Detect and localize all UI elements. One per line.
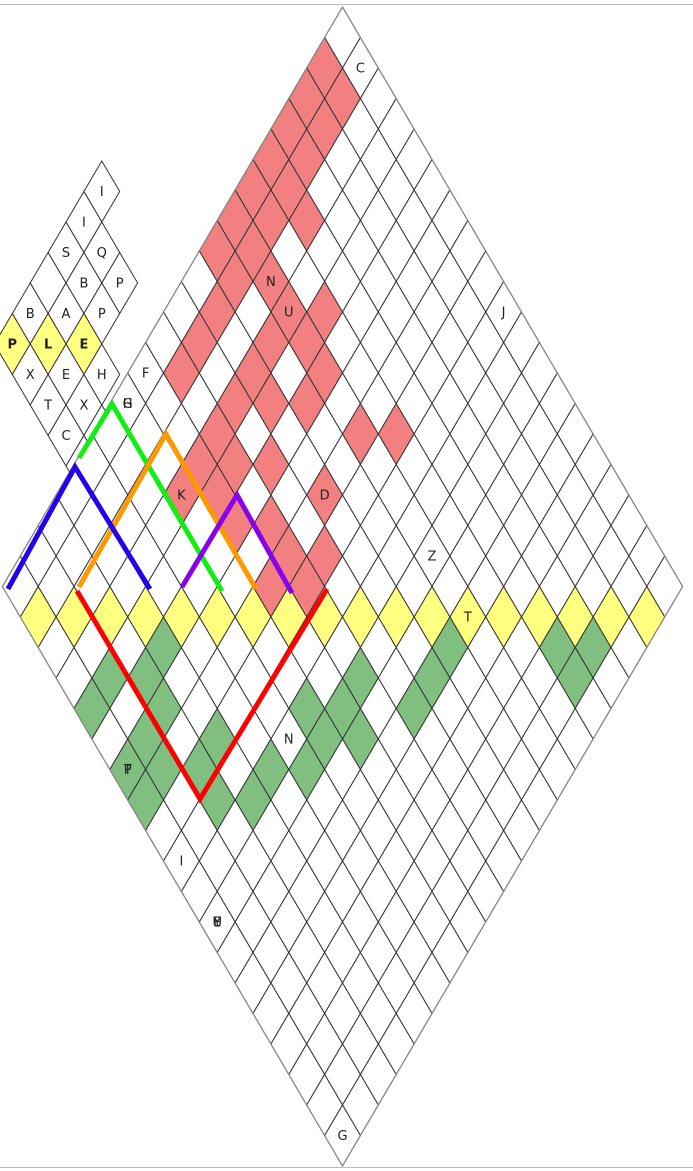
main-grid (1, 5, 684, 1168)
cell-letter: N (266, 275, 276, 290)
cell-letter: E (213, 916, 221, 931)
main-grid-outline (1, 5, 684, 1168)
solution-paths (5, 399, 330, 804)
cell-letter: C (356, 62, 365, 77)
cell-letter: U (212, 916, 222, 931)
side-cell-letter: P (98, 307, 106, 322)
side-cell-letter: I (82, 216, 86, 231)
side-cell-letter: S (62, 246, 70, 261)
path-purple (179, 490, 295, 595)
cell-letter: T (123, 763, 132, 778)
path-green (76, 399, 225, 593)
side-cell-letter: X (26, 368, 35, 383)
side-cell-letter: L (44, 338, 52, 353)
side-cell-letter: B (79, 277, 88, 292)
cell-letter: J (501, 306, 506, 321)
path-blue (5, 462, 153, 591)
side-cell-letter: H (97, 368, 107, 383)
cell-letter: U (284, 306, 294, 321)
cell-letter: H (123, 397, 133, 412)
side-cell-letter: T (43, 399, 52, 414)
cell-letter: Z (428, 550, 437, 565)
path-orange (76, 428, 259, 591)
cell-letter: I (179, 855, 183, 870)
side-grid: IISQBPBAPPLEXEHTXCWGY (0, 160, 139, 528)
cell-letter: P (124, 763, 132, 778)
cell-letter: Y (212, 916, 221, 931)
side-cell-letter: P (116, 277, 124, 292)
side-cell-letter: A (62, 307, 71, 322)
side-cell-letter: E (62, 368, 70, 383)
path-red (74, 587, 330, 804)
side-cell-letter: E (79, 338, 88, 353)
side-cell-letter: B (26, 307, 35, 322)
cell-letter: G (123, 397, 133, 412)
cell-letter: F (142, 367, 149, 382)
side-cell-letter: X (79, 399, 88, 414)
side-cell-letter: I (100, 185, 104, 200)
side-cell-letter: Q (97, 246, 107, 261)
cell-letter: G (337, 1129, 347, 1144)
cell-letter: T (463, 611, 472, 626)
side-cell-letter: C (61, 429, 70, 444)
cell-letter: D (320, 489, 330, 504)
cell-letter: K (177, 489, 186, 504)
cell-letter: N (284, 733, 294, 748)
side-cell-letter: P (8, 338, 18, 353)
